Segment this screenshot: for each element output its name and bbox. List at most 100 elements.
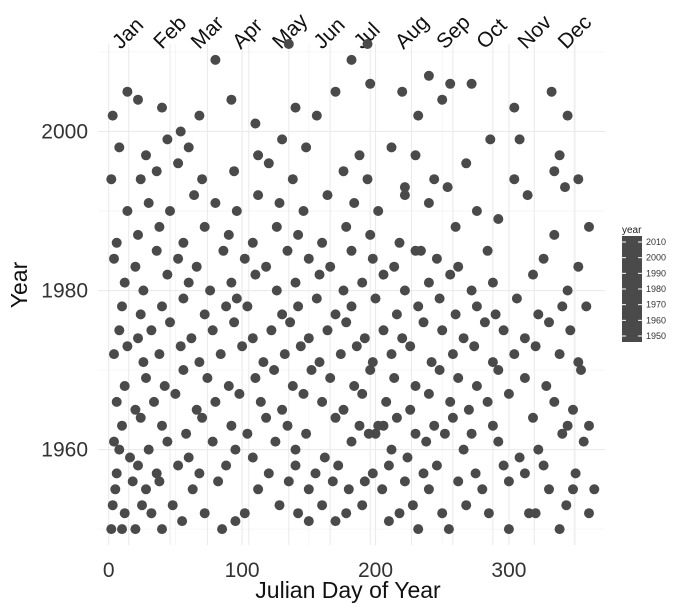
data-point <box>159 381 170 391</box>
data-point <box>117 524 127 535</box>
data-point <box>584 221 594 232</box>
data-point <box>549 396 560 407</box>
data-point <box>397 86 408 97</box>
data-point <box>383 516 394 527</box>
data-point <box>557 301 568 312</box>
data-point <box>122 86 133 97</box>
data-point <box>346 245 357 256</box>
data-point <box>283 476 294 487</box>
month-label: Jan <box>108 13 148 53</box>
month-label: Nov <box>514 11 557 54</box>
data-point <box>197 412 208 423</box>
data-point <box>589 484 600 495</box>
data-point <box>277 404 288 415</box>
data-point <box>111 237 122 248</box>
data-point <box>250 373 261 383</box>
data-point <box>528 412 538 423</box>
data-point <box>573 357 584 368</box>
data-point <box>165 206 175 216</box>
data-point <box>519 468 530 479</box>
data-point <box>391 309 402 320</box>
month-label: Mar <box>187 12 229 54</box>
data-point <box>210 396 221 407</box>
data-point <box>109 253 119 264</box>
data-point <box>383 460 394 471</box>
data-point <box>487 277 498 288</box>
data-point <box>447 349 458 360</box>
data-point <box>125 452 135 463</box>
data-point <box>277 134 288 145</box>
data-point <box>561 500 572 511</box>
data-point <box>107 110 118 121</box>
data-point <box>319 452 330 463</box>
data-point <box>283 39 294 49</box>
data-point <box>399 285 410 296</box>
data-point <box>418 468 429 479</box>
data-point <box>377 484 388 495</box>
data-point <box>445 396 456 407</box>
data-point <box>330 412 341 423</box>
data-point <box>301 142 312 153</box>
data-point <box>107 500 118 511</box>
data-point <box>226 420 237 431</box>
legend-title: year <box>622 225 642 236</box>
data-point <box>279 349 290 360</box>
data-point <box>117 301 127 312</box>
data-point <box>170 388 181 399</box>
data-point <box>365 365 376 375</box>
legend-label: 1970 <box>646 300 666 310</box>
data-point <box>242 428 253 439</box>
month-label: Sep <box>432 11 475 54</box>
data-point <box>133 229 143 240</box>
data-point <box>151 245 162 256</box>
data-point <box>381 396 392 407</box>
data-point <box>199 309 210 320</box>
data-point <box>293 229 304 240</box>
data-point <box>562 285 573 296</box>
data-point <box>151 468 162 479</box>
data-point <box>397 333 408 344</box>
data-point <box>231 206 242 216</box>
data-point <box>386 349 397 360</box>
data-point <box>221 301 232 312</box>
data-point <box>413 110 424 121</box>
data-point <box>439 428 450 439</box>
data-point <box>511 293 522 304</box>
data-point <box>226 94 237 105</box>
data-point <box>230 444 241 455</box>
data-point <box>303 516 314 527</box>
data-point <box>341 221 352 232</box>
data-point <box>346 436 357 447</box>
data-point <box>274 500 285 511</box>
data-point <box>509 102 520 113</box>
data-point <box>469 341 480 352</box>
data-point <box>178 293 189 304</box>
data-point <box>522 190 533 201</box>
data-point <box>258 357 269 368</box>
data-point <box>109 436 119 447</box>
data-point <box>351 341 362 352</box>
data-point <box>485 134 496 145</box>
x-tick-label: 0 <box>103 559 115 582</box>
data-point <box>303 333 314 344</box>
data-point <box>378 420 389 431</box>
data-point <box>175 126 186 137</box>
data-point <box>119 381 130 391</box>
data-point <box>544 317 554 328</box>
data-point <box>367 468 378 479</box>
data-point <box>311 293 322 304</box>
data-point <box>138 285 149 296</box>
data-point <box>453 373 464 383</box>
data-point <box>157 102 167 113</box>
data-point <box>146 508 157 519</box>
data-point <box>290 277 301 288</box>
data-point <box>370 428 381 439</box>
data-point <box>135 309 146 320</box>
y-tick-label: 1980 <box>41 280 88 303</box>
data-point <box>250 269 261 280</box>
data-point <box>119 508 130 519</box>
data-point <box>493 214 504 224</box>
data-point <box>213 476 224 487</box>
data-point <box>423 198 434 208</box>
data-point <box>303 484 314 495</box>
